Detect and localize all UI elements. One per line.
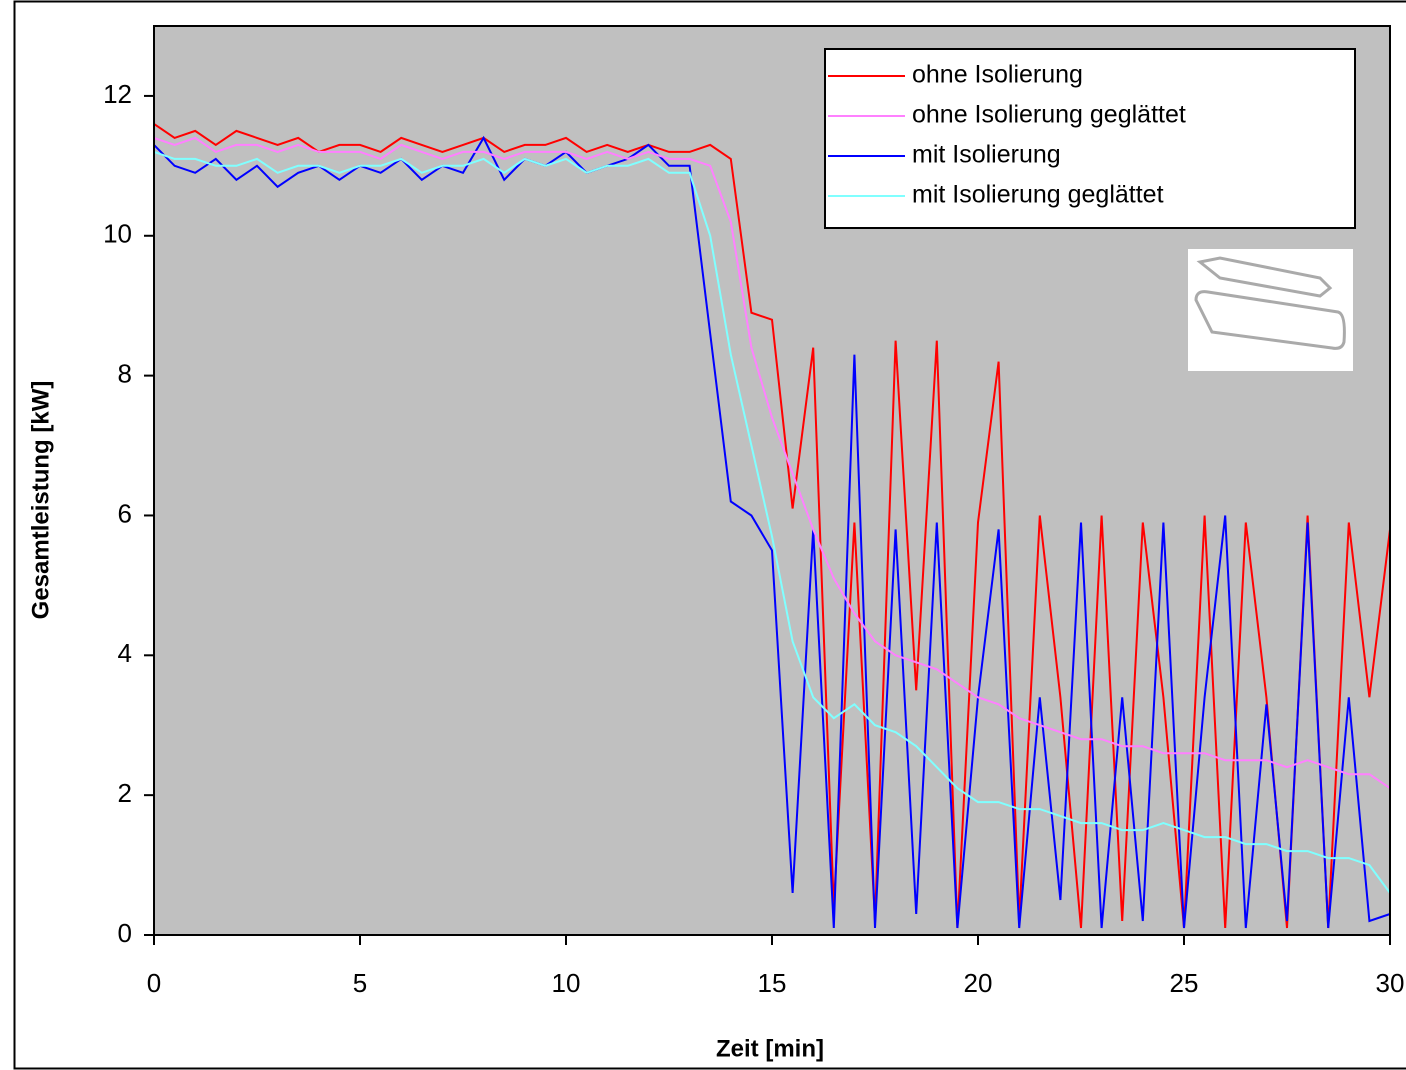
y-tick-label: 2 [118, 778, 132, 808]
y-axis-label: Gesamtleistung [kW] [27, 381, 54, 620]
x-tick-label: 0 [147, 968, 161, 998]
x-tick-label: 15 [758, 968, 787, 998]
y-tick-label: 8 [118, 358, 132, 388]
y-tick-label: 10 [103, 219, 132, 249]
legend-label: ohne Isolierung geglättet [912, 101, 1186, 129]
y-tick-label: 4 [118, 638, 132, 668]
legend-label: ohne Isolierung [912, 61, 1083, 89]
inset-image [1188, 249, 1353, 371]
x-tick-label: 5 [353, 968, 367, 998]
y-tick-label: 12 [103, 79, 132, 109]
y-tick-label: 6 [118, 498, 132, 528]
y-tick-label: 0 [118, 918, 132, 948]
inset-shape [1194, 290, 1346, 350]
legend-label: mit Isolierung geglättet [912, 181, 1164, 209]
x-axis-label: Zeit [min] [716, 1035, 824, 1062]
inset-shape [1196, 256, 1333, 298]
legend: ohne Isolierung ohne Isolierung geglättet… [824, 48, 1356, 229]
series-line [153, 150, 1391, 894]
x-tick-label: 25 [1170, 968, 1199, 998]
x-tick-label: 20 [964, 968, 993, 998]
legend-label: mit Isolierung [912, 141, 1061, 169]
x-tick-label: 30 [1376, 968, 1405, 998]
series-line [153, 136, 1391, 790]
legend-box [824, 48, 1356, 229]
series-group [153, 123, 1391, 929]
x-tick-label: 10 [552, 968, 581, 998]
